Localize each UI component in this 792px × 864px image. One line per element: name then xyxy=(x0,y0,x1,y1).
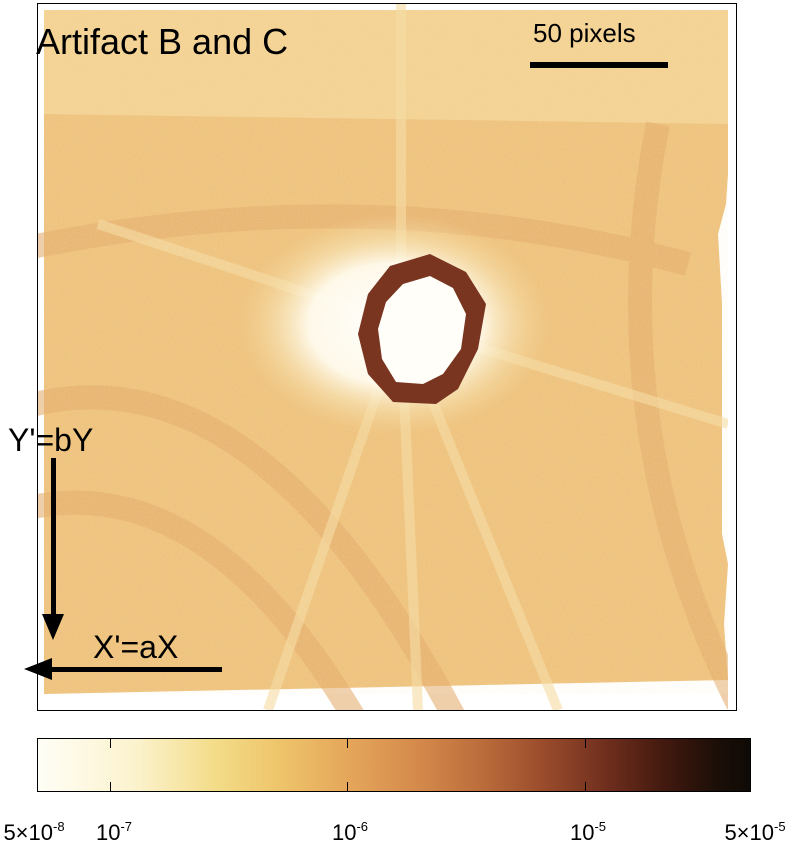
colorbar-tick xyxy=(347,782,348,792)
ring-core xyxy=(378,276,466,384)
colorbar-tick-label: 10-5 xyxy=(569,819,607,845)
scale-bar-label: 50 pixels xyxy=(533,18,636,48)
colorbar-tick xyxy=(585,738,586,748)
y-axis-label: Y'=bY xyxy=(8,422,94,458)
image-title: Artifact B and C xyxy=(36,21,289,62)
colorbar-tick xyxy=(110,738,111,748)
colorbar-tick xyxy=(110,782,111,792)
colorbar-tick-label: 5×10-8 xyxy=(3,819,65,845)
down-arrow-icon xyxy=(42,614,64,640)
colorbar-tick-label: 5×10-5 xyxy=(724,819,786,845)
colorbar-tick-label: 10-6 xyxy=(331,819,369,845)
left-arrow-icon xyxy=(24,658,52,680)
colorbar-tick xyxy=(347,738,348,748)
y-arrow-shaft xyxy=(51,458,56,618)
scale-bar xyxy=(530,62,668,68)
colorbar xyxy=(37,738,751,792)
x-axis-label: X'=aX xyxy=(93,629,179,665)
intensity-map xyxy=(37,3,737,711)
colorbar-tick xyxy=(585,782,586,792)
x-arrow-shaft xyxy=(50,667,222,672)
intensity-map-image xyxy=(38,4,736,710)
colorbar-tick-label: 10-7 xyxy=(95,819,133,845)
